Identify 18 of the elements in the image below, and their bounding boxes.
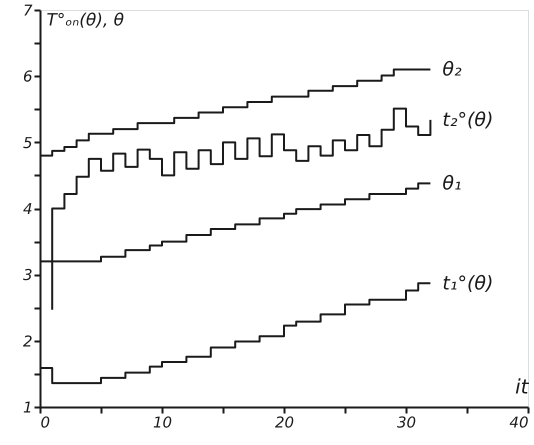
y-tick-label: 1 [22,398,32,416]
x-tick-label: 30 [396,414,416,432]
y-tick-label: 6 [22,68,32,86]
y-tick-label: 2 [22,332,32,350]
y-axis-title: T°ₒₙ(θ), θ [46,10,125,30]
x-tick-label: 10 [152,414,172,432]
series-label: θ₂ [442,58,462,81]
x-tick-label: 20 [274,414,294,432]
series-label: θ₁ [442,172,462,194]
series-label: t₁°(θ) [442,272,494,294]
x-axis-title: it [515,374,530,398]
y-tick-label: 5 [22,134,32,152]
y-tick-label: 7 [22,2,33,20]
x-tick-label: 40 [509,414,528,432]
series-label: t₂°(θ) [442,108,494,131]
y-tick-label: 4 [22,200,32,218]
x-tick-label: 0 [40,414,50,432]
y-tick-label: 3 [22,266,32,284]
